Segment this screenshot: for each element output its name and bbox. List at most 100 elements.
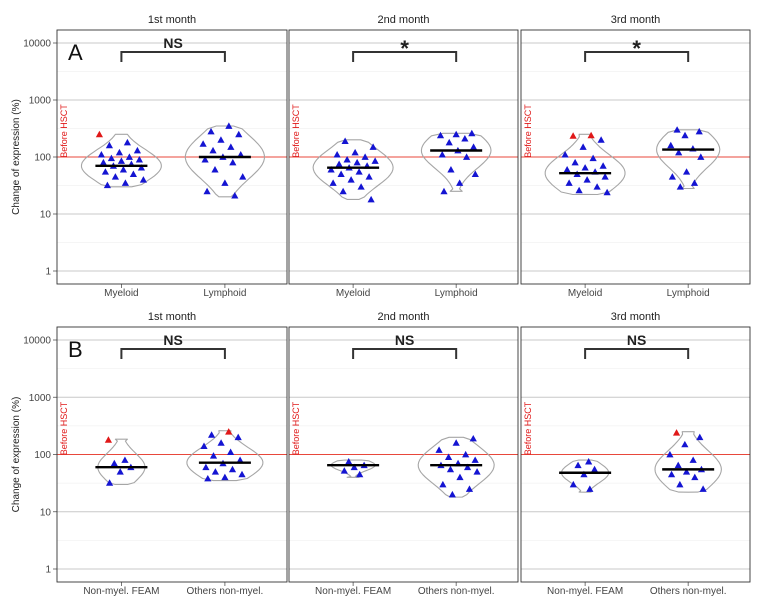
data-point	[682, 468, 691, 475]
data-point	[696, 433, 704, 441]
data-point	[586, 485, 594, 492]
data-point	[463, 153, 471, 160]
data-point	[589, 154, 597, 162]
data-point	[673, 126, 681, 133]
data-point	[343, 156, 351, 163]
panel-title: 3rd month	[611, 14, 661, 26]
data-point	[675, 148, 683, 156]
reference-line-label: Before HSCT	[523, 104, 533, 158]
data-point	[99, 158, 107, 166]
data-point	[356, 470, 364, 478]
data-point	[465, 485, 474, 492]
significance-label: *	[632, 36, 641, 61]
data-point	[202, 463, 210, 471]
panel-title: 3rd month	[611, 311, 661, 323]
data-point	[448, 490, 456, 498]
data-point	[581, 164, 589, 171]
data-point	[593, 183, 601, 190]
data-point	[238, 470, 246, 478]
x-tick-label: Lymphoid	[667, 288, 710, 299]
y-axis-label: Change of expression (%)	[11, 397, 22, 513]
data-point	[329, 179, 337, 186]
data-point	[200, 442, 208, 450]
data-point	[561, 151, 569, 158]
data-point	[106, 479, 114, 486]
significance-bracket	[584, 51, 690, 62]
data-point	[361, 153, 369, 160]
data-point	[369, 143, 377, 150]
data-point	[333, 151, 341, 158]
panel-border	[56, 326, 288, 583]
data-point	[471, 170, 479, 178]
violin	[312, 139, 394, 200]
group-0: Non-myel. FEAM	[83, 436, 159, 597]
x-tick-label: Myeloid	[104, 288, 138, 299]
significance-bracket	[120, 51, 226, 62]
panel-title: 1st month	[148, 14, 196, 26]
data-point	[110, 459, 118, 467]
data-point	[117, 157, 125, 164]
data-point	[590, 465, 599, 473]
data-point	[125, 153, 133, 160]
x-tick-label: Others non-myel.	[187, 586, 264, 597]
data-point	[236, 456, 244, 463]
data-point	[667, 141, 675, 149]
data-point	[691, 473, 699, 481]
y-tick-label: 100	[34, 450, 51, 461]
data-point	[217, 439, 225, 446]
data-point	[462, 450, 470, 458]
group-1: Others non-myel.	[186, 428, 264, 597]
data-point	[579, 143, 587, 150]
data-point	[350, 463, 358, 471]
group-0: Myeloid	[80, 130, 162, 299]
data-point	[439, 480, 447, 488]
x-tick-label: Non-myel. FEAM	[83, 586, 159, 597]
data-point	[469, 143, 478, 150]
data-point	[456, 473, 464, 481]
data-point	[435, 446, 443, 453]
data-point	[587, 131, 595, 139]
data-point	[667, 470, 676, 478]
data-point	[440, 187, 448, 195]
data-point	[341, 137, 349, 144]
significance-bracket	[352, 348, 458, 359]
y-tick-label: 1	[45, 565, 51, 576]
panel-title: 2nd month	[378, 14, 430, 26]
data-point	[199, 140, 207, 147]
violin	[561, 459, 610, 493]
group-0: Myeloid	[544, 131, 626, 299]
data-point	[603, 188, 611, 196]
data-point	[681, 131, 689, 139]
significance-label: NS	[163, 35, 182, 51]
data-point	[445, 138, 453, 146]
panel-b-2: 2nd month Before HSCT Non-myel. FEAM Others…	[288, 311, 519, 597]
data-point	[123, 138, 131, 146]
data-point	[367, 195, 375, 203]
data-point	[101, 168, 109, 175]
data-point	[95, 130, 103, 138]
reference-line-label: Before HSCT	[59, 104, 69, 158]
data-point	[116, 468, 124, 475]
group-1: Lymphoid	[656, 126, 721, 299]
panel-border	[288, 326, 519, 583]
violin	[544, 133, 626, 196]
row-tag: B	[68, 337, 83, 362]
data-point	[446, 465, 455, 473]
data-point	[105, 141, 113, 149]
violin	[656, 129, 721, 190]
data-point	[129, 170, 137, 178]
group-1: Lymphoid	[420, 129, 492, 299]
data-point	[357, 183, 365, 190]
data-point	[203, 187, 211, 195]
violin	[654, 431, 722, 493]
data-point	[666, 450, 674, 458]
x-tick-label: Others non-myel.	[650, 586, 727, 597]
data-point	[227, 143, 235, 150]
panel-border	[520, 326, 751, 583]
data-point	[209, 146, 217, 154]
x-tick-label: Lymphoid	[435, 288, 478, 299]
data-point	[574, 461, 582, 469]
data-point	[137, 164, 145, 171]
y-tick-label: 10000	[23, 39, 51, 50]
